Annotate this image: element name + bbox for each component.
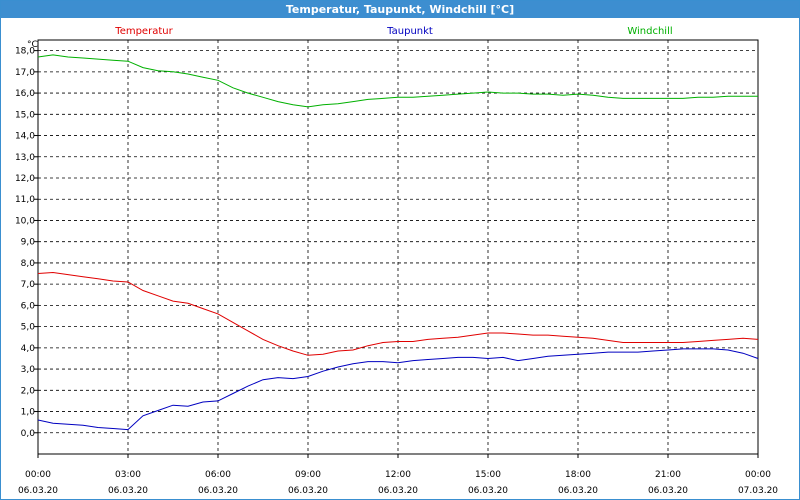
x-axis: 00:00 06.03.20 03:00 06.03.20 06:00 06.03.20 0… <box>18 454 778 496</box>
y-tick-label: 14,0 <box>15 132 35 142</box>
x-tick-time: 03:00 <box>115 470 141 480</box>
x-tick-time: 00:00 <box>745 470 771 480</box>
grid <box>38 40 758 454</box>
y-tick-label: 2,0 <box>21 386 36 396</box>
y-tick-label: 15,0 <box>15 110 35 120</box>
x-tick-date: 06.03.20 <box>198 486 238 496</box>
y-tick-label: 17,0 <box>15 68 35 78</box>
x-tick-time: 15:00 <box>475 470 501 480</box>
x-tick-time: 18:00 <box>565 470 591 480</box>
x-tick-date: 07.03.20 <box>738 486 778 496</box>
x-tick-date: 06.03.20 <box>468 486 508 496</box>
legend: Temperatur Taupunkt Windchill <box>114 26 672 37</box>
x-tick-date: 06.03.20 <box>648 486 688 496</box>
x-tick-date: 06.03.20 <box>558 486 598 496</box>
y-tick-label: 4,0 <box>21 344 36 354</box>
y-tick-label: 13,0 <box>15 153 35 163</box>
series-line-windchill <box>37 54 758 108</box>
x-tick-time: 21:00 <box>655 470 681 480</box>
y-tick-label: 8,0 <box>21 259 36 269</box>
y-tick-label: 10,0 <box>15 216 35 226</box>
window-title: Temperatur, Taupunkt, Windchill [°C] <box>1 1 799 18</box>
y-tick-label: 7,0 <box>21 280 36 290</box>
x-tick-date: 06.03.20 <box>288 486 328 496</box>
x-tick-date: 06.03.20 <box>108 486 148 496</box>
y-tick-label: 12,0 <box>15 174 35 184</box>
x-tick-date: 06.03.20 <box>18 486 58 496</box>
legend-taupunkt: Taupunkt <box>386 26 433 37</box>
x-tick-date: 06.03.20 <box>378 486 418 496</box>
y-unit-label: °C <box>27 40 38 50</box>
y-axis: 18,0 17,0 16,0 15,0 14,0 13,0 12,0 11,0 10,0 9,0 8… <box>15 47 38 439</box>
y-tick-label: 0,0 <box>21 429 36 439</box>
y-tick-label: 1,0 <box>21 408 36 418</box>
y-tick-label: 6,0 <box>21 301 36 311</box>
y-tick-label: 3,0 <box>21 365 36 375</box>
y-tick-label: 9,0 <box>21 238 36 248</box>
x-tick-time: 09:00 <box>295 470 321 480</box>
legend-temperatur: Temperatur <box>114 26 173 37</box>
y-tick-label: 11,0 <box>15 195 35 205</box>
y-tick-label: 16,0 <box>15 89 35 99</box>
series-lines <box>37 54 759 431</box>
series-line-temperatur <box>37 271 759 356</box>
y-tick-label: 5,0 <box>21 323 36 333</box>
x-tick-time: 06:00 <box>205 470 231 480</box>
y-tick-label: 18,0 <box>15 47 35 57</box>
x-tick-time: 00:00 <box>25 470 51 480</box>
x-tick-time: 12:00 <box>385 470 411 480</box>
series-line-taupunkt <box>37 348 759 431</box>
legend-windchill: Windchill <box>627 26 672 37</box>
